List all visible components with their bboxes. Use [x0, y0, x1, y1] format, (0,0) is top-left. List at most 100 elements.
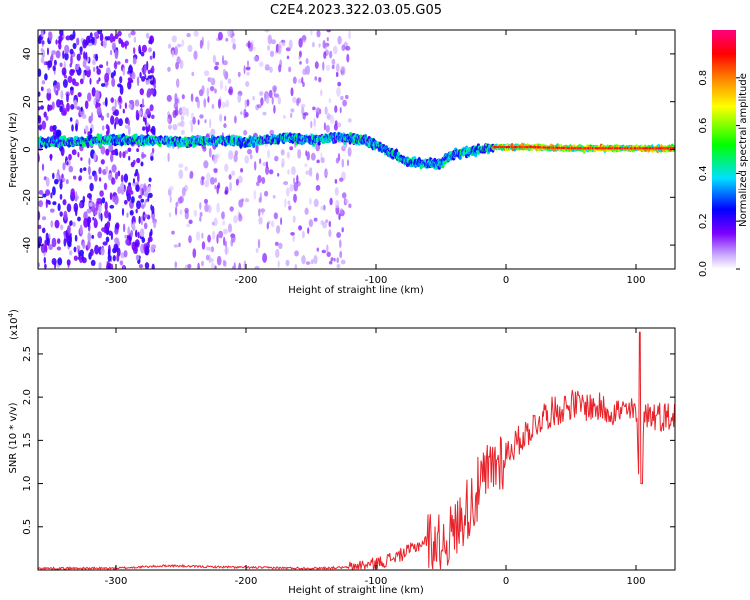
signal-core-mark — [652, 147, 655, 150]
noise-mark — [135, 184, 140, 192]
noise-mark — [277, 96, 281, 105]
noise-mark — [79, 46, 83, 53]
noise-mark — [245, 66, 251, 71]
noise-mark — [231, 170, 236, 176]
noise-mark — [120, 182, 125, 191]
signal-core-mark — [501, 146, 503, 149]
noise-mark — [110, 97, 115, 103]
noise-mark — [307, 227, 310, 235]
noise-mark — [199, 216, 202, 222]
noise-mark — [296, 98, 300, 107]
snr-y-scale-label: (x10 — [9, 317, 20, 340]
noise-mark — [40, 105, 44, 110]
noise-mark — [201, 175, 204, 186]
noise-mark — [146, 121, 149, 127]
noise-mark — [190, 93, 194, 102]
noise-mark — [87, 208, 90, 214]
noise-mark — [269, 169, 274, 175]
noise-mark — [57, 169, 60, 177]
noise-mark — [127, 147, 132, 152]
noise-mark — [341, 227, 344, 233]
signal-core-mark — [543, 146, 545, 149]
noise-mark — [314, 76, 318, 81]
noise-mark — [173, 102, 179, 110]
snr-panel: -300 -200 -100 0 100 0.5 1.0 1.5 2.0 2.5 Height o… — [7, 309, 676, 596]
noise-mark — [48, 31, 53, 42]
signal-core-mark — [504, 146, 506, 149]
noise-mark — [310, 259, 314, 265]
noise-mark — [80, 106, 83, 112]
signal-core-mark — [638, 147, 640, 150]
noise-mark — [330, 257, 334, 262]
noise-mark — [55, 50, 61, 59]
noise-mark — [144, 262, 150, 269]
signal-core-mark — [612, 147, 614, 150]
signal-core-mark — [587, 147, 590, 150]
noise-mark — [120, 174, 124, 183]
signal-core-mark — [608, 147, 610, 150]
signal-core-mark — [624, 147, 627, 150]
noise-mark — [301, 35, 307, 41]
noise-mark — [53, 59, 57, 66]
noise-mark — [224, 246, 230, 255]
noise-mark — [76, 245, 81, 250]
noise-mark — [83, 167, 87, 172]
noise-mark — [313, 254, 318, 265]
signal-core-mark — [660, 147, 662, 150]
noise-mark — [108, 143, 114, 153]
noise-mark — [47, 60, 53, 68]
noise-mark — [57, 203, 61, 212]
noise-mark — [95, 89, 100, 100]
noise-mark — [225, 37, 229, 42]
noise-mark — [290, 87, 294, 97]
signal-core-mark — [634, 147, 636, 150]
noise-mark — [269, 129, 275, 135]
noise-mark — [204, 70, 210, 77]
signal-core-mark — [656, 147, 658, 150]
noise-mark — [277, 44, 282, 55]
noise-mark — [102, 241, 108, 246]
noise-mark — [62, 162, 66, 171]
signal-core-mark — [565, 147, 567, 150]
noise-mark — [323, 51, 327, 59]
noise-mark — [298, 38, 303, 48]
noise-mark — [238, 212, 242, 219]
noise-mark — [344, 199, 349, 204]
noise-mark — [257, 238, 261, 249]
noise-mark — [128, 155, 131, 161]
signal-core-mark — [628, 147, 630, 150]
signal-core-mark — [523, 146, 525, 149]
signal-core-mark — [582, 147, 584, 150]
noise-mark — [287, 200, 291, 205]
noise-mark — [178, 163, 184, 169]
noise-mark — [334, 120, 338, 126]
noise-mark — [111, 42, 116, 51]
spectrogram-x-axis-label: Height of straight line (km) — [288, 285, 424, 296]
noise-mark — [209, 77, 214, 83]
noise-mark — [96, 106, 102, 116]
noise-mark — [124, 124, 130, 129]
noise-mark — [167, 118, 171, 123]
noise-mark — [237, 175, 243, 184]
noise-mark — [126, 192, 132, 202]
noise-mark — [89, 202, 93, 207]
noise-mark — [173, 244, 179, 248]
noise-mark — [285, 47, 291, 52]
noise-mark — [225, 99, 230, 108]
signal-core-mark — [567, 147, 569, 150]
signal-core-mark — [508, 146, 510, 149]
noise-mark — [304, 207, 309, 215]
noise-mark — [77, 151, 80, 158]
noise-mark — [66, 93, 69, 103]
noise-mark — [62, 50, 65, 59]
noise-mark — [91, 87, 96, 97]
x-tick-label: 0 — [503, 576, 509, 587]
noise-mark — [100, 145, 106, 155]
noise-mark — [140, 216, 144, 226]
noise-mark — [110, 263, 114, 269]
noise-mark — [61, 67, 67, 76]
noise-mark — [178, 242, 181, 248]
signal-core-mark — [606, 147, 608, 150]
signal-core-mark — [521, 146, 523, 149]
